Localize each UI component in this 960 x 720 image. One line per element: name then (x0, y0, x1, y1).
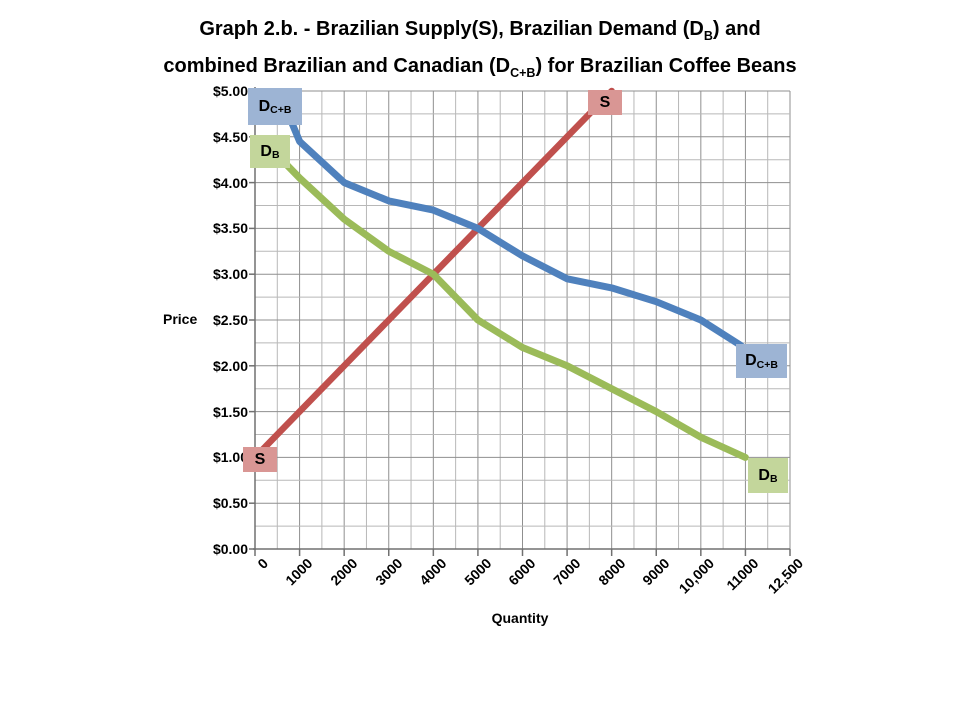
y-tick-label: $2.50 (212, 312, 248, 328)
y-tick-label: $3.00 (212, 266, 248, 283)
chart-title-line-2: combined Brazilian and Canadian (DC+B) f… (0, 51, 960, 88)
series-label-s-top: S (588, 90, 622, 115)
y-tick-label: $0.50 (212, 495, 248, 512)
series-label-text: S (254, 450, 266, 468)
chart-title: Graph 2.b. - Brazilian Supply(S), Brazil… (0, 14, 960, 88)
combined-demand-curve (282, 105, 745, 350)
title-line1-text: Graph 2.b. - Brazilian Supply(S), Brazil… (199, 18, 704, 40)
y-tick-label: $2.00 (212, 357, 248, 374)
chart-title-line-1: Graph 2.b. - Brazilian Supply(S), Brazil… (0, 14, 960, 51)
title-line1-subscript: B (703, 29, 713, 43)
series-label-subscript: C+B (756, 358, 778, 371)
y-axis-title: Price (163, 311, 198, 327)
y-tick-label: $5.00 (212, 83, 248, 99)
y-tick-label: $3.50 (212, 220, 248, 237)
series-label-text: S (599, 93, 611, 111)
y-tick-label: $0.00 (212, 541, 248, 557)
y-tick-label: $4.50 (212, 128, 248, 145)
title-line1-suffix: ) and (712, 18, 761, 40)
series-label-subscript: B (271, 149, 280, 162)
title-line2-text: combined Brazilian and Canadian (D (163, 55, 511, 77)
series-label-s-bottomleft: S (243, 447, 277, 472)
series-label-subscript: C+B (270, 104, 292, 117)
title-line2-subscript: C+B (510, 66, 536, 80)
series-label-subscript: B (769, 473, 778, 486)
y-tick-label: $1.00 (212, 449, 248, 466)
series-label-text: D (758, 466, 770, 484)
y-tick-label: $4.00 (212, 174, 248, 191)
brazilian-demand-curve (269, 147, 749, 461)
y-tick-label: $1.50 (212, 403, 248, 420)
x-axis-title: Quantity (491, 610, 549, 626)
series-label-dcb-right: D C+B (736, 344, 787, 378)
series-label-text: D (260, 142, 272, 160)
series-label-text: D (258, 97, 271, 115)
series-label-dcb-topleft: D C+B (248, 88, 302, 125)
series-label-text: D (745, 352, 757, 369)
title-line2-suffix: ) for Brazilian Coffee Beans (535, 55, 797, 77)
